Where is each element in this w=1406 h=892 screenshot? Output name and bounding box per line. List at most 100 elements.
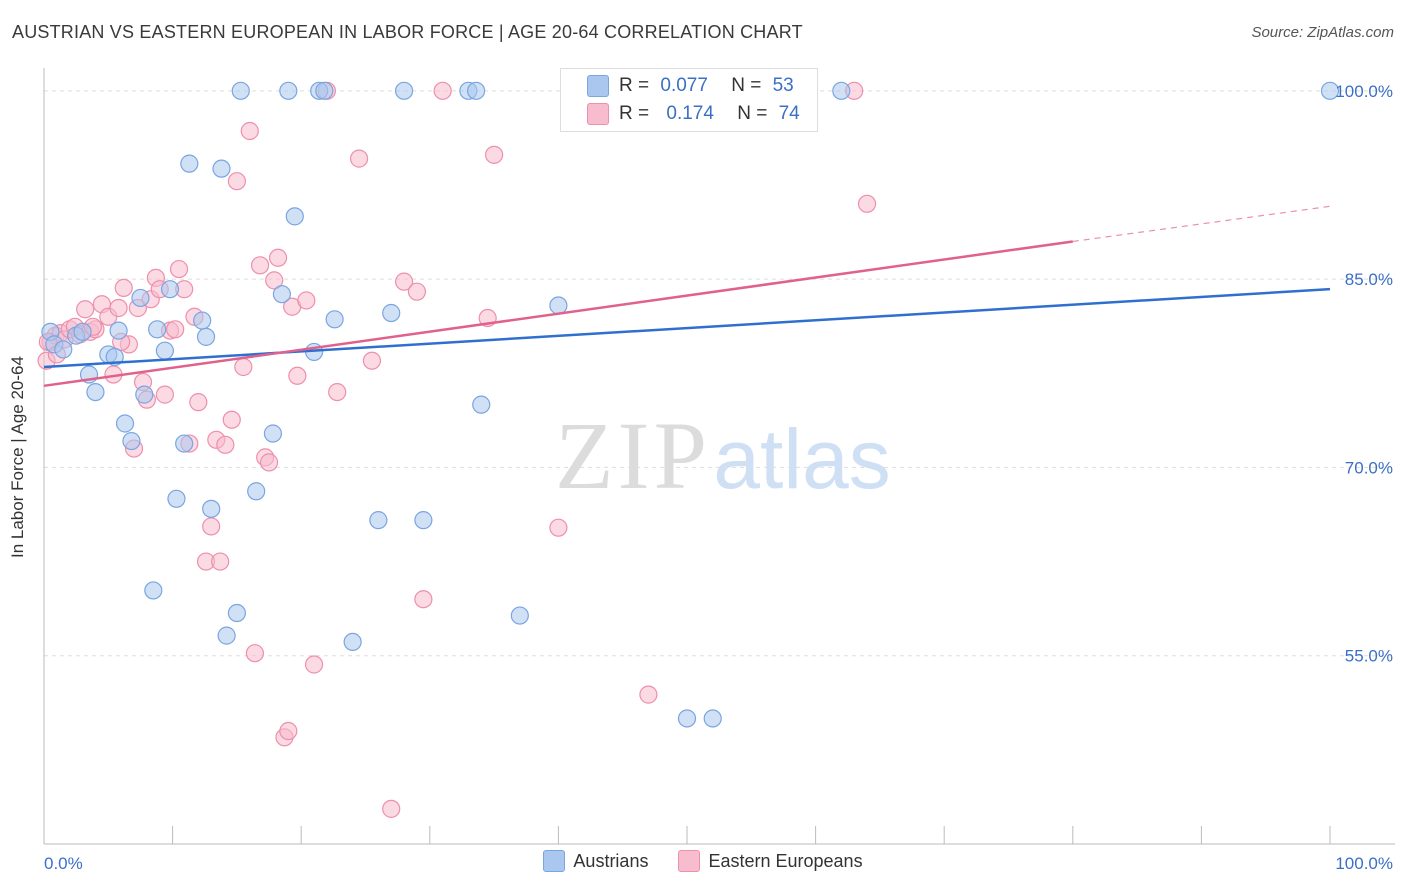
austrian-point xyxy=(227,603,246,623)
austrian-point xyxy=(217,626,236,645)
eastern-european-point xyxy=(362,351,382,370)
legend-label-austrians: Austrians xyxy=(573,850,649,871)
austrian-point xyxy=(703,709,722,728)
eastern-european-point xyxy=(549,518,568,537)
legend-swatch-austrians xyxy=(543,850,566,872)
x-tick-label: 100.0% xyxy=(1335,854,1393,873)
eastern-european-point xyxy=(349,149,369,168)
eastern-european-point xyxy=(202,517,221,536)
eastern-european-point xyxy=(259,453,279,472)
austrian-point xyxy=(180,154,199,173)
austrian-point xyxy=(285,207,304,226)
eastern-european-point xyxy=(857,194,877,213)
eastern-european-point xyxy=(169,259,189,279)
austrian-point xyxy=(369,511,388,530)
austrian-point xyxy=(472,395,491,414)
legend-n-label: N = xyxy=(737,103,768,124)
y-tick-label: 70.0% xyxy=(1345,458,1393,477)
legend-label-eastern-europeans: Eastern Europeans xyxy=(708,850,863,871)
trend-line-extension-eastern-europeans xyxy=(1072,205,1331,243)
eastern-european-point xyxy=(288,366,307,385)
austrian-point xyxy=(54,340,73,359)
eastern-european-point xyxy=(485,145,504,164)
austrian-point xyxy=(175,434,194,453)
austrian-point xyxy=(86,382,105,402)
austrian-point xyxy=(382,303,401,323)
stats-legend: R = 0.077 N = 53 R = 0.174 N = 74 xyxy=(560,68,818,132)
eastern-european-point xyxy=(328,382,347,402)
austrian-point xyxy=(109,321,128,340)
legend-r-value: 0.174 xyxy=(666,103,714,124)
austrian-point xyxy=(832,81,851,100)
eastern-european-point xyxy=(394,272,414,291)
eastern-european-point xyxy=(433,81,452,100)
legend-swatch-blue xyxy=(587,75,609,97)
legend-text-eastern-europeans: R = 0.174 N = 74 xyxy=(619,103,800,125)
watermark-zip: ZIP xyxy=(555,402,711,509)
eastern-european-point xyxy=(279,721,298,741)
austrian-point xyxy=(212,159,231,178)
x-tick-label: 0.0% xyxy=(44,854,83,873)
austrian-point xyxy=(155,341,174,360)
eastern-european-point xyxy=(240,121,259,141)
legend-text-austrians: R = 0.077 N = 53 xyxy=(619,75,794,97)
eastern-european-point xyxy=(189,393,208,412)
eastern-european-point xyxy=(109,298,128,318)
austrian-point xyxy=(105,347,124,367)
legend-swatch-pink xyxy=(587,103,609,125)
eastern-european-point xyxy=(250,256,270,275)
austrian-point xyxy=(231,81,250,100)
austrian-point xyxy=(279,81,298,100)
austrian-point xyxy=(247,482,266,501)
austrian-point xyxy=(466,81,486,100)
austrian-point xyxy=(193,311,212,330)
chart-title: AUSTRIAN VS EASTERN EUROPEAN IN LABOR FO… xyxy=(12,22,803,42)
austrian-point xyxy=(202,499,221,518)
eastern-european-point xyxy=(166,320,185,339)
austrian-point xyxy=(343,632,362,651)
legend-r-value: 0.077 xyxy=(660,75,708,96)
eastern-european-point xyxy=(227,172,246,191)
austrian-point xyxy=(510,606,529,625)
y-tick-label: 100.0% xyxy=(1335,82,1393,101)
legend-item-eastern-europeans[interactable]: Eastern Europeans xyxy=(678,850,863,872)
series-legend: Austrians Eastern Europeans xyxy=(0,850,1406,872)
austrian-point xyxy=(325,310,344,329)
austrian-point xyxy=(549,296,568,315)
eastern-european-point xyxy=(222,410,241,429)
source-label: Source: ZipAtlas.com xyxy=(1251,24,1394,41)
austrian-point xyxy=(167,489,186,508)
austrian-point xyxy=(144,581,163,600)
tick-labels: 55.0% 70.0% 85.0% 100.0% 0.0% 100.0% xyxy=(44,82,1393,873)
eastern-european-point xyxy=(268,248,288,267)
eastern-european-point xyxy=(304,655,324,674)
austrian-point xyxy=(122,431,141,451)
austrian-point xyxy=(196,327,216,346)
eastern-european-point xyxy=(211,552,230,571)
eastern-european-point xyxy=(76,300,95,319)
eastern-european-point xyxy=(234,357,253,377)
austrian-point xyxy=(131,288,150,308)
legend-n-value: 53 xyxy=(772,75,794,96)
eastern-european-point xyxy=(155,385,174,404)
legend-r-label: R = xyxy=(619,75,650,96)
austrian-point xyxy=(1320,81,1340,100)
eastern-european-point xyxy=(114,278,133,298)
eastern-european-point xyxy=(265,271,284,290)
legend-n-value: 74 xyxy=(778,103,800,124)
austrian-point xyxy=(73,322,92,341)
austrian-point xyxy=(135,385,154,404)
austrian-point xyxy=(272,285,292,304)
austrian-point xyxy=(263,424,283,443)
legend-item-austrians[interactable]: Austrians xyxy=(543,850,648,872)
eastern-european-point xyxy=(216,435,235,454)
austrian-point xyxy=(315,81,334,100)
eastern-european-point xyxy=(382,799,401,818)
eastern-european-point xyxy=(414,590,433,609)
y-tick-label: 55.0% xyxy=(1345,647,1393,666)
austrian-point xyxy=(115,414,135,433)
trend-line-austrians xyxy=(43,287,1331,369)
austrian-point xyxy=(394,81,414,100)
eastern-european-point xyxy=(639,685,658,704)
